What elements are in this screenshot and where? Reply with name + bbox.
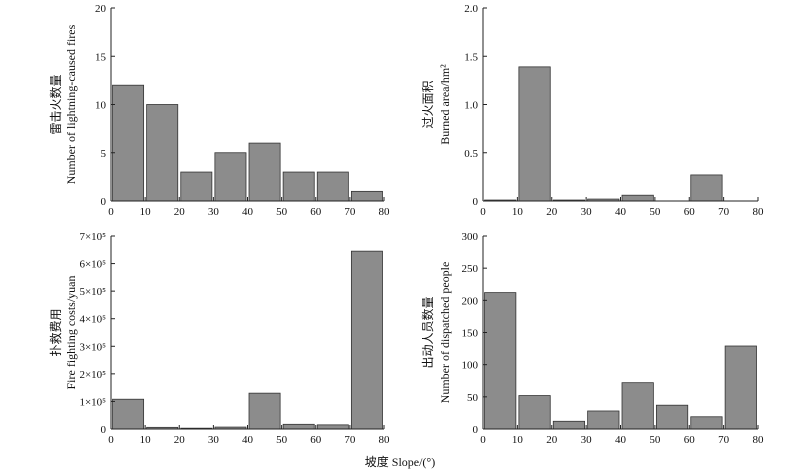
y-tick-label: 1.5 <box>464 51 478 63</box>
bar <box>112 398 145 430</box>
x-tick-label: 30 <box>208 434 220 446</box>
y-tick-label: 300 <box>462 231 479 243</box>
y-tick-label: 0 <box>101 196 107 208</box>
bar <box>690 174 723 202</box>
bar <box>621 382 654 430</box>
x-tick-label: 40 <box>242 206 254 218</box>
x-tick-label: 10 <box>140 434 152 446</box>
y-tick-label: 250 <box>462 263 479 275</box>
x-tick-label: 10 <box>140 206 152 218</box>
x-tick-label: 80 <box>753 434 765 446</box>
y-tick-label: 0 <box>473 196 479 208</box>
bar <box>180 171 213 202</box>
bar <box>282 171 315 202</box>
x-tick-label: 70 <box>344 206 356 218</box>
x-tick-label: 20 <box>546 434 558 446</box>
y-tick-label: 15 <box>95 51 107 63</box>
bar <box>484 292 517 430</box>
y-tick-label: 3×10⁵ <box>79 341 106 353</box>
chart-panel-4: 0 10 20 30 40 50 60 70 80 0 50 100 150 200 250 300 出动人员数… <box>420 231 764 446</box>
y-tick-label: 200 <box>462 295 479 307</box>
bar <box>518 66 551 202</box>
bar <box>724 345 757 430</box>
bar <box>214 152 247 202</box>
y-tick-label: 100 <box>462 360 479 372</box>
x-tick-label: 30 <box>581 434 593 446</box>
y-tick-label: 1×10⁵ <box>79 396 106 408</box>
x-tick-label: 50 <box>649 206 661 218</box>
bar <box>350 190 383 202</box>
y-tick-label: 2×10⁵ <box>79 369 106 381</box>
x-tick-label: 30 <box>208 206 220 218</box>
y-tick-label: 4×10⁵ <box>79 314 106 326</box>
bar <box>282 423 315 430</box>
y-tick-label: 50 <box>467 392 479 404</box>
global-x-axis-label: 坡度 Slope/(°) <box>364 455 436 469</box>
y-tick-label: 5×10⁵ <box>79 286 106 298</box>
x-tick-label: 70 <box>718 434 730 446</box>
x-tick-label: 60 <box>310 206 322 218</box>
y-axis-label-en: Fire fighting costs/yuan <box>64 276 78 390</box>
bar <box>316 424 349 430</box>
x-tick-label: 10 <box>512 206 524 218</box>
x-tick-label: 70 <box>718 206 730 218</box>
bar <box>350 250 383 430</box>
x-tick-label: 60 <box>684 206 696 218</box>
y-tick-label: 6×10⁵ <box>79 259 106 271</box>
bar <box>112 84 145 202</box>
y-axis-label-en: Number of dispatched people <box>438 262 452 404</box>
y-tick-label: 0.5 <box>464 148 478 160</box>
y-tick-label: 0 <box>473 424 479 436</box>
bar <box>621 194 654 202</box>
chart-panel-1: 0 10 20 30 40 50 60 70 80 0 5 10 15 20 雷击火数量 Number of … <box>48 3 390 218</box>
y-tick-label: 10 <box>95 100 107 112</box>
x-tick-label: 10 <box>512 434 524 446</box>
x-tick-label: 50 <box>276 206 288 218</box>
y-tick-label: 0 <box>101 424 107 436</box>
x-tick-label: 60 <box>310 434 322 446</box>
x-tick-label: 20 <box>174 206 186 218</box>
bar <box>552 420 586 430</box>
bar <box>316 171 349 202</box>
chart-panel-3: 0 10 20 30 40 50 60 70 80 0 1×10⁵ 2×10⁵ 3×10⁵ 4×10⁵ 5×… <box>48 231 390 446</box>
bar <box>248 142 281 202</box>
y-axis-label-en: Burned area/hm² <box>438 64 452 145</box>
x-tick-label: 30 <box>581 206 593 218</box>
y-tick-label: 5 <box>101 148 107 160</box>
x-tick-label: 0 <box>480 434 486 446</box>
bar <box>146 104 179 202</box>
y-tick-label: 7×10⁵ <box>79 231 106 243</box>
x-tick-label: 0 <box>108 434 114 446</box>
x-tick-label: 20 <box>174 434 186 446</box>
bar <box>690 416 723 430</box>
x-tick-label: 50 <box>649 434 661 446</box>
y-axis-label-cn: 扑救费用 <box>48 308 63 356</box>
bar <box>587 410 620 430</box>
x-tick-label: 80 <box>379 434 391 446</box>
x-tick-label: 0 <box>480 206 486 218</box>
bar <box>655 404 689 430</box>
x-tick-label: 80 <box>753 206 765 218</box>
x-tick-label: 40 <box>242 434 254 446</box>
x-tick-label: 70 <box>344 434 356 446</box>
y-axis-label-cn: 过火面积 <box>421 80 435 128</box>
x-tick-label: 0 <box>108 206 114 218</box>
x-tick-label: 80 <box>379 206 391 218</box>
y-axis-label-cn: 雷击火数量 <box>48 74 63 134</box>
x-tick-label: 20 <box>546 206 558 218</box>
x-tick-label: 60 <box>684 434 696 446</box>
y-axis-label-en: Number of lightning-caused fires <box>64 24 78 184</box>
y-tick-label: 1.0 <box>464 100 478 112</box>
chart-panel-2: 0 10 20 30 40 50 60 70 80 0 0.5 1.0 1.5 2.0 过火面积 Burned… <box>421 3 764 218</box>
y-tick-label: 150 <box>462 328 479 340</box>
x-tick-label: 50 <box>276 434 288 446</box>
x-tick-label: 40 <box>615 434 627 446</box>
bar <box>248 392 281 430</box>
y-tick-label: 20 <box>95 3 107 15</box>
y-tick-label: 2.0 <box>464 3 478 15</box>
x-tick-label: 40 <box>615 206 627 218</box>
y-axis-label-cn: 出动人员数量 <box>420 296 435 368</box>
bar <box>518 395 551 430</box>
